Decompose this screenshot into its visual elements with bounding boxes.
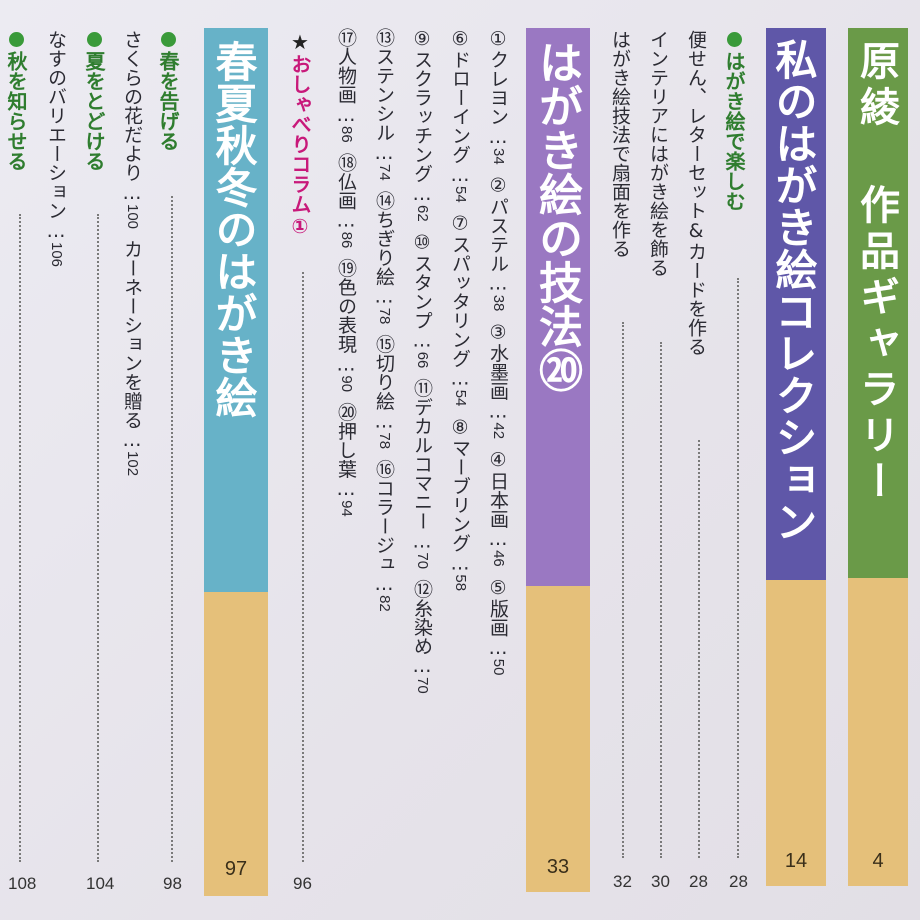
collection-item-page: 32 xyxy=(613,872,632,891)
column-page: 96 xyxy=(293,874,312,893)
technique-item: ④日本画 xyxy=(487,449,509,529)
technique-page: 82 xyxy=(376,595,393,612)
collection-heading-label: はがき絵で楽しむ xyxy=(722,51,746,211)
collection-page-number: 14 xyxy=(784,850,808,872)
technique-page: 86 xyxy=(338,126,355,143)
technique-page: 78 xyxy=(376,432,393,450)
technique-page: 54 xyxy=(452,389,469,407)
technique-row: ①クレヨン…34②パステル…38③水墨画…42④日本画…46⑤版画…50 xyxy=(487,28,509,676)
technique-item: ⑭ちぎり絵 xyxy=(373,190,395,286)
technique-row: ⑬ステンシル…74⑭ちぎり絵…78⑮切り絵…78⑯コラージュ…82 xyxy=(373,28,395,612)
technique-item: ②パステル xyxy=(487,174,509,273)
technique-page: 78 xyxy=(376,307,393,325)
season-entry-page: 100 xyxy=(124,204,141,230)
technique-page: 70 xyxy=(414,677,431,694)
collection-heading: はがき絵で楽しむ xyxy=(722,32,746,211)
seasons-page-band: 97 xyxy=(204,592,268,896)
collection-item-page: 28 xyxy=(689,872,708,891)
bullet-icon xyxy=(160,32,176,47)
bullet-icon xyxy=(726,32,742,47)
technique-band xyxy=(526,28,590,586)
technique-row: ⑰人物画…86⑱仏画…86⑲色の表現…90⑳押し葉…94 xyxy=(335,28,357,517)
technique-page: 50 xyxy=(490,658,507,676)
technique-item: ⑥ドローイング xyxy=(449,28,471,164)
season-heading-label: 秋を知らせる xyxy=(4,51,28,171)
technique-page: 42 xyxy=(490,422,507,440)
technique-item: ⑱仏画 xyxy=(335,152,357,210)
season-entry-page: 102 xyxy=(124,451,141,477)
gallery-page-band: 4 xyxy=(848,578,908,886)
column-heading: ★おしゃべりコラム① xyxy=(288,30,312,238)
season-page: 98 xyxy=(163,874,182,893)
bullet-icon xyxy=(86,32,102,47)
collection-item: はがき絵技法で扇面を作る xyxy=(609,30,631,258)
technique-item: ⑩スタンプ xyxy=(411,231,433,330)
technique-row: ⑥ドローイング…54⑦スパッタリング…54⑧マーブリング…58 xyxy=(449,28,471,592)
bullet-icon xyxy=(8,32,24,47)
technique-item: ⑫糸染め xyxy=(411,579,433,656)
season-entry-line: なすのバリエーション…106 xyxy=(45,30,67,268)
technique-item: ⑳押し葉 xyxy=(335,402,357,479)
season-entry: なすのバリエーション xyxy=(45,30,67,220)
season-heading-label: 春を告げる xyxy=(156,51,180,151)
column-heading-label: おしゃべりコラム① xyxy=(288,54,312,238)
technique-item: ⑯コラージュ xyxy=(373,459,395,574)
season-heading-label: 夏をとどける xyxy=(82,51,106,171)
season-page: 104 xyxy=(86,874,115,893)
technique-item: ⑬ステンシル xyxy=(373,28,395,142)
technique-page: 58 xyxy=(452,574,469,592)
seasons-title: 春夏秋冬のはがき絵 xyxy=(209,40,258,418)
technique-page: 70 xyxy=(414,552,431,570)
technique-item: ①クレヨン xyxy=(487,28,509,126)
technique-item: ⑰人物画 xyxy=(335,28,357,104)
technique-item: ⑦スパッタリング xyxy=(449,212,471,368)
gallery-page-number: 4 xyxy=(872,850,884,872)
technique-page: 66 xyxy=(414,351,431,369)
technique-page: 34 xyxy=(490,148,507,165)
collection-item: インテリアにはがき絵を飾る xyxy=(647,30,669,277)
collection-item-page: 30 xyxy=(651,872,670,891)
star-icon: ★ xyxy=(288,30,312,54)
gallery-band xyxy=(848,28,908,578)
season-entry-page: 106 xyxy=(48,242,65,268)
seasons-page-number: 97 xyxy=(224,858,248,880)
season-page: 108 xyxy=(8,874,37,893)
technique-page: 62 xyxy=(414,205,431,222)
technique-page: 38 xyxy=(490,294,507,312)
technique-row: ⑨スクラッチング…62⑩スタンプ…66⑪デカルコマニー…70⑫糸染め…70 xyxy=(411,28,433,694)
collection-item: 便せん、レターセット&カードを作る xyxy=(685,30,707,356)
season-entry-line: さくらの花だより…100カーネーションを贈る…102 xyxy=(121,30,143,477)
technique-page: 74 xyxy=(376,164,393,181)
technique-item: ⑧マーブリング xyxy=(449,416,471,553)
technique-page-number: 33 xyxy=(546,856,570,878)
collection-heading-page: 28 xyxy=(729,872,748,891)
technique-item: ③水墨画 xyxy=(487,321,509,401)
gallery-title: 原綾 作品ギャラリー xyxy=(853,40,899,506)
season-heading: 秋を知らせる xyxy=(4,32,28,171)
technique-page: 54 xyxy=(452,186,469,203)
season-heading: 春を告げる xyxy=(156,32,180,151)
technique-item: ⑤版画 xyxy=(487,576,509,637)
season-entry: カーネーションを贈る xyxy=(121,239,143,430)
technique-item: ⑨スクラッチング xyxy=(411,28,433,183)
technique-item: ⑲色の表現 xyxy=(335,258,357,354)
technique-page: 46 xyxy=(490,550,507,567)
technique-page: 90 xyxy=(338,375,355,393)
season-entry: さくらの花だより xyxy=(121,30,143,182)
seasons-band xyxy=(204,28,268,592)
collection-title: 私のはがき絵コレクション xyxy=(769,38,818,542)
season-heading: 夏をとどける xyxy=(82,32,106,171)
collection-page-band: 14 xyxy=(766,580,826,886)
technique-item: ⑮切り絵 xyxy=(373,334,395,411)
technique-title: はがき絵の技法⑳ xyxy=(531,40,582,392)
technique-page-band: 33 xyxy=(526,586,590,892)
technique-page: 86 xyxy=(338,231,355,249)
collection-band xyxy=(766,28,826,580)
technique-item: ⑪デカルコマニー xyxy=(411,378,433,531)
technique-page: 94 xyxy=(338,500,355,517)
